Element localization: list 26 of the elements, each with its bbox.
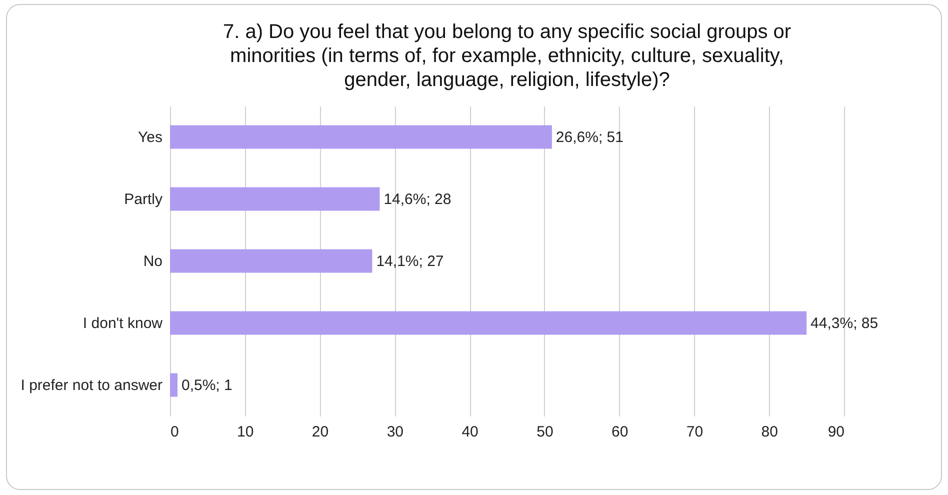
bar [170,125,552,149]
x-tick-label: 90 [828,424,844,440]
x-tick-label: 80 [761,424,778,440]
x-tick-label: 60 [611,424,628,440]
data-label: 0,5%; 1 [181,377,232,394]
y-tick-label: I prefer not to answer [20,377,162,394]
bar [170,373,178,397]
data-label: 14,6%; 28 [384,191,452,208]
x-tick-label: 50 [536,424,554,440]
x-tick-label: 70 [686,424,704,440]
bar [170,311,807,335]
chart-title: 7. a) Do you feel that you belong to any specific social groups or minorities (in terms of, for example, ethnicity, culture, sexuality, gender, language, religion, lifestyle)? [222,21,792,91]
y-tick-label: I don't know [82,315,163,332]
data-label: 44,3%; 85 [810,315,878,332]
x-tick-label: 20 [312,424,329,440]
x-tick-label: 10 [237,424,254,440]
data-label: 14,1%; 27 [376,253,444,270]
y-tick-label: Yes [138,129,162,146]
x-tick-label: 0 [170,424,179,440]
y-tick-label: No [143,253,162,270]
bar [170,249,372,273]
bar [170,187,380,211]
data-label: 26,6%; 51 [556,129,624,146]
x-tick-label: 40 [462,424,478,440]
x-tick-label: 30 [386,424,404,440]
y-tick-label: Partly [124,191,163,208]
